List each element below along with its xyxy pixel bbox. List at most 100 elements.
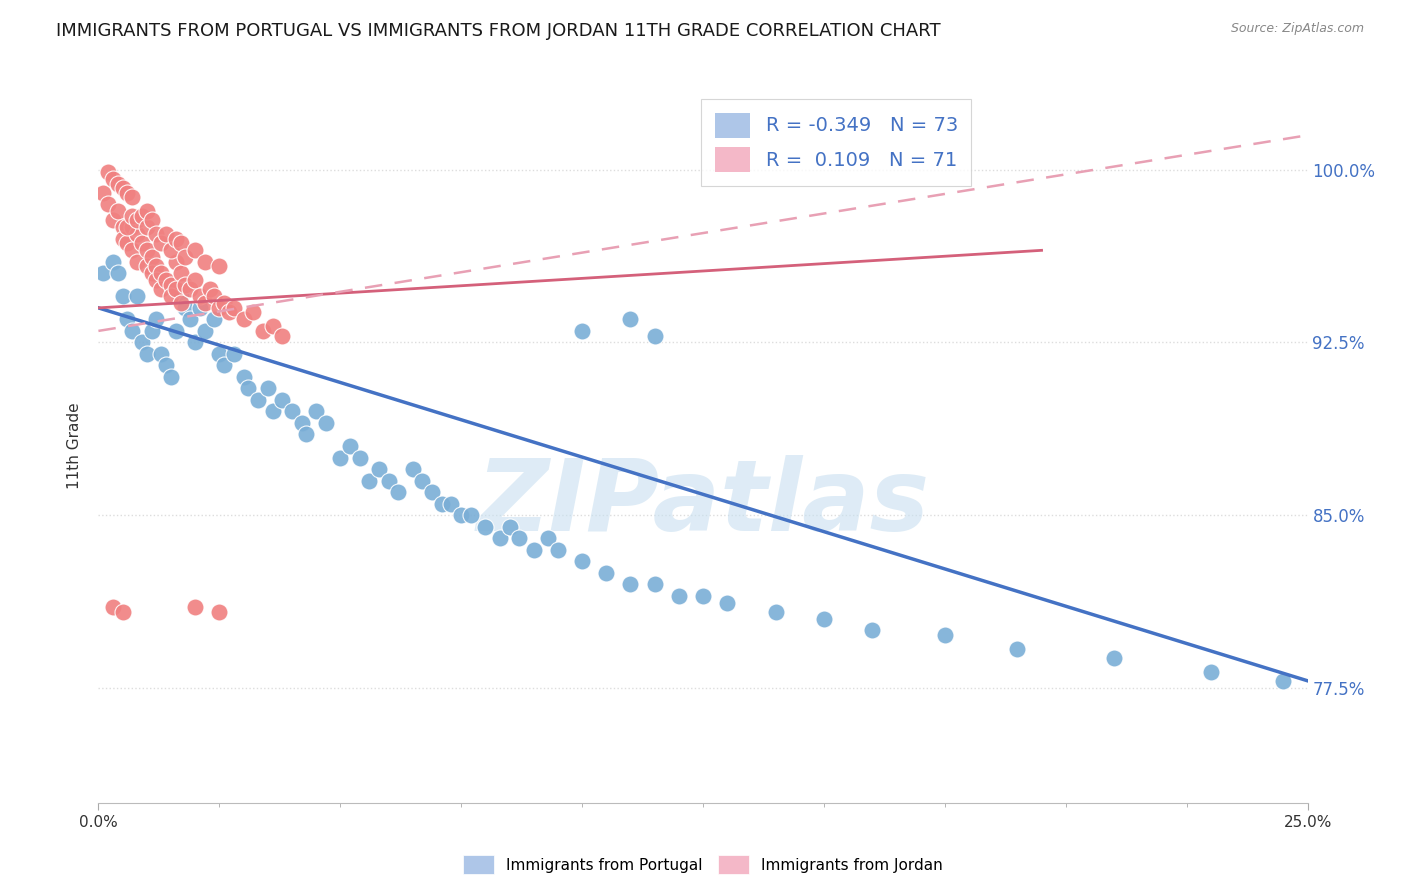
Point	[107, 177, 129, 191]
Point	[194, 255, 217, 269]
Point	[222, 301, 245, 315]
Point	[121, 324, 143, 338]
Point	[174, 277, 197, 292]
Text: IMMIGRANTS FROM PORTUGAL VS IMMIGRANTS FROM JORDAN 11TH GRADE CORRELATION CHART: IMMIGRANTS FROM PORTUGAL VS IMMIGRANTS F…	[56, 22, 941, 40]
Point	[165, 255, 187, 269]
Point	[141, 266, 163, 280]
Point	[165, 283, 187, 297]
Point	[184, 335, 207, 350]
Point	[111, 220, 134, 235]
Point	[571, 554, 593, 568]
Point	[208, 260, 231, 274]
Point	[135, 204, 157, 219]
Point	[339, 439, 361, 453]
Point	[619, 312, 641, 326]
Point	[644, 328, 666, 343]
Point	[359, 474, 381, 488]
Point	[716, 595, 738, 609]
Point	[232, 312, 254, 326]
Point	[179, 312, 201, 326]
Point	[127, 227, 149, 242]
Point	[440, 497, 463, 511]
Point	[131, 236, 153, 251]
Legend: Immigrants from Portugal, Immigrants from Jordan: Immigrants from Portugal, Immigrants fro…	[457, 849, 949, 880]
Point	[141, 324, 163, 338]
Point	[290, 416, 312, 430]
Point	[571, 324, 593, 338]
Point	[523, 542, 546, 557]
Point	[242, 305, 264, 319]
Legend: R = -0.349   N = 73, R =  0.109   N = 71: R = -0.349 N = 73, R = 0.109 N = 71	[702, 99, 972, 186]
Point	[145, 260, 167, 274]
Point	[208, 347, 231, 361]
Point	[111, 181, 134, 195]
Point	[222, 347, 245, 361]
Point	[174, 301, 197, 315]
Point	[145, 273, 167, 287]
Point	[91, 266, 114, 280]
Point	[150, 236, 173, 251]
Point	[934, 628, 956, 642]
Point	[489, 531, 512, 545]
Point	[271, 328, 294, 343]
Point	[450, 508, 472, 522]
Point	[402, 462, 425, 476]
Point	[498, 519, 520, 533]
Point	[121, 244, 143, 258]
Point	[188, 301, 211, 315]
Point	[537, 531, 560, 545]
Point	[145, 312, 167, 326]
Point	[1102, 650, 1125, 665]
Point	[411, 474, 433, 488]
Point	[619, 577, 641, 591]
Point	[155, 359, 177, 373]
Point	[644, 577, 666, 591]
Point	[315, 416, 337, 430]
Point	[111, 289, 134, 303]
Point	[305, 404, 328, 418]
Point	[117, 186, 139, 200]
Point	[101, 600, 124, 615]
Point	[184, 600, 207, 615]
Point	[169, 289, 191, 303]
Point	[252, 324, 274, 338]
Point	[208, 605, 231, 619]
Point	[121, 209, 143, 223]
Point	[668, 589, 690, 603]
Point	[165, 232, 187, 246]
Point	[420, 485, 443, 500]
Point	[508, 531, 530, 545]
Point	[145, 227, 167, 242]
Point	[198, 283, 221, 297]
Point	[155, 273, 177, 287]
Point	[107, 204, 129, 219]
Point	[174, 250, 197, 264]
Point	[184, 273, 207, 287]
Point	[349, 450, 371, 465]
Point	[127, 213, 149, 227]
Point	[271, 392, 294, 407]
Point	[121, 220, 143, 235]
Point	[692, 589, 714, 603]
Point	[169, 236, 191, 251]
Point	[1272, 673, 1295, 688]
Point	[141, 213, 163, 227]
Point	[218, 305, 240, 319]
Point	[430, 497, 453, 511]
Point	[813, 612, 835, 626]
Point	[91, 186, 114, 200]
Point	[860, 623, 883, 637]
Point	[150, 283, 173, 297]
Text: ZIPatlas: ZIPatlas	[477, 455, 929, 551]
Point	[188, 289, 211, 303]
Point	[135, 260, 157, 274]
Point	[165, 324, 187, 338]
Point	[474, 519, 496, 533]
Point	[101, 255, 124, 269]
Point	[101, 172, 124, 186]
Point	[135, 220, 157, 235]
Point	[127, 289, 149, 303]
Point	[131, 209, 153, 223]
Point	[212, 359, 235, 373]
Point	[160, 289, 183, 303]
